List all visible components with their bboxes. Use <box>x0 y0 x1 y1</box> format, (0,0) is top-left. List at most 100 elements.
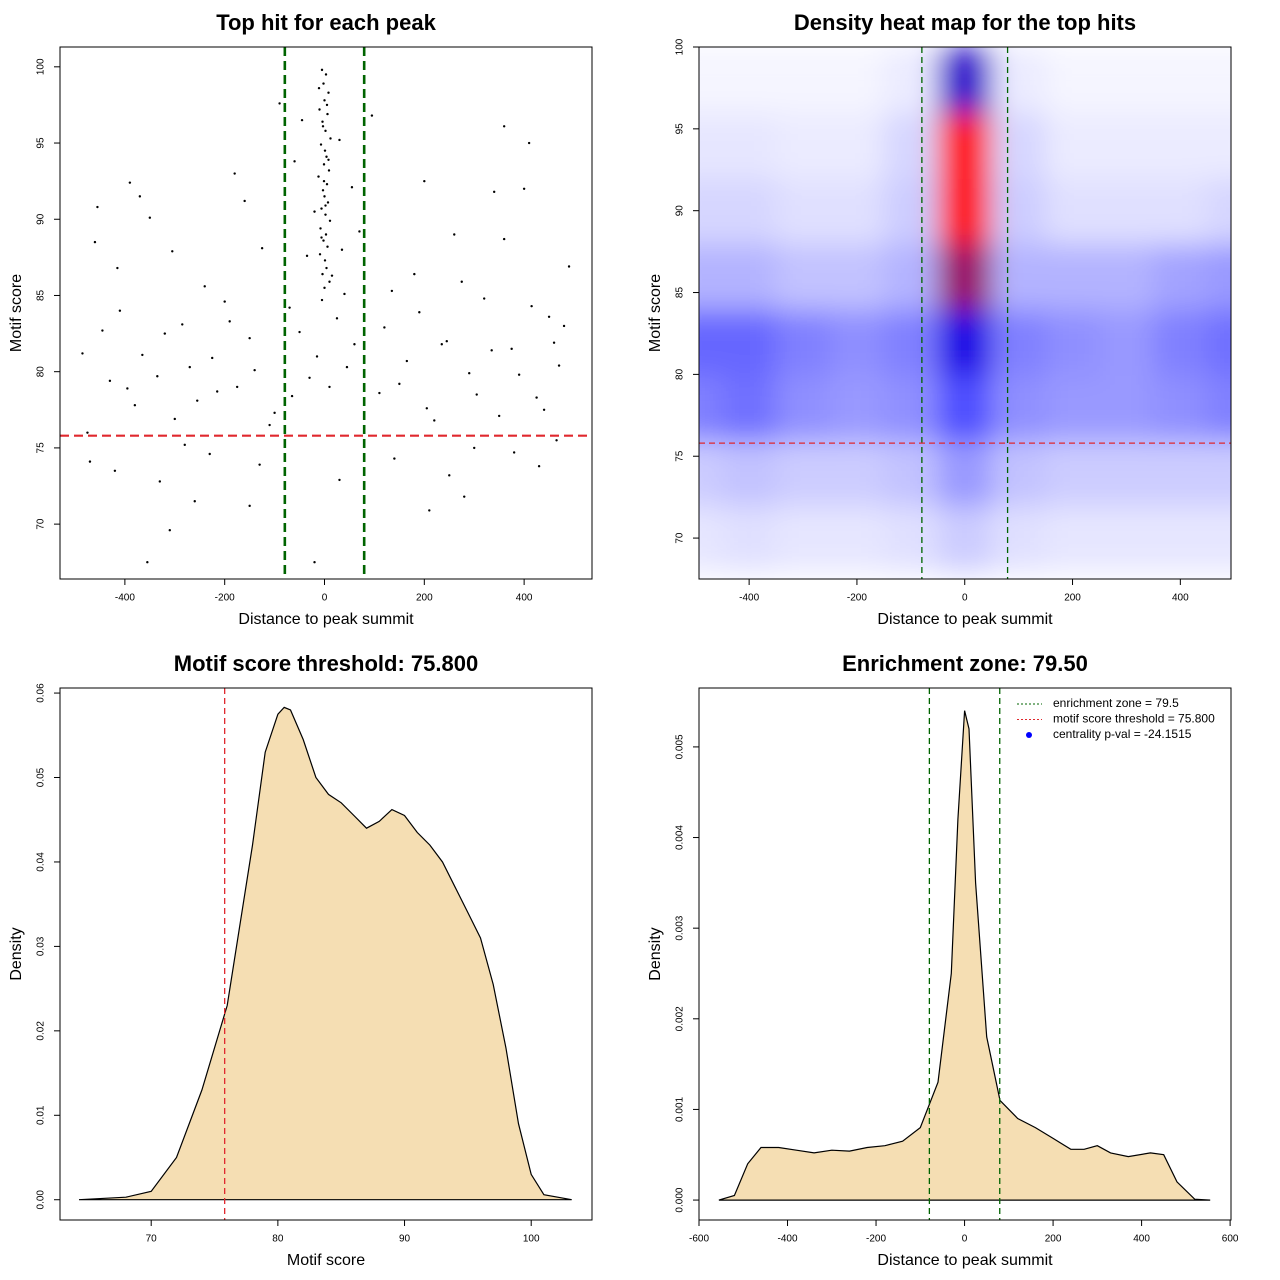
heat-cell <box>1207 308 1231 376</box>
point <box>93 240 97 244</box>
x-tick-label: 80 <box>272 1234 284 1245</box>
heat-cell <box>722 439 778 507</box>
heat-cell <box>699 177 724 245</box>
point <box>313 561 316 564</box>
heat-cell <box>1207 374 1231 441</box>
heat-cell <box>722 505 778 572</box>
plot-frame <box>59 46 593 580</box>
point <box>173 417 176 421</box>
point <box>223 300 226 303</box>
point <box>328 385 331 389</box>
heat-cell <box>776 47 831 114</box>
heat-cell <box>1045 374 1101 441</box>
point <box>537 464 541 468</box>
heat-cell <box>991 177 1047 245</box>
plot-area <box>699 47 1231 579</box>
point <box>235 385 239 389</box>
point <box>517 373 521 376</box>
point <box>273 411 276 415</box>
heat-cell <box>1153 112 1209 179</box>
point <box>321 120 324 123</box>
point <box>321 125 325 128</box>
x-tick-label: -200 <box>866 1234 886 1245</box>
point <box>319 227 322 230</box>
heat-cell <box>1099 505 1155 572</box>
y-tick-label: 0.02 <box>36 1021 47 1041</box>
point <box>325 182 329 186</box>
point <box>338 478 341 482</box>
y-tick-label: 0.05 <box>36 767 47 787</box>
point <box>288 306 291 309</box>
point <box>390 289 394 293</box>
heat-cell <box>1207 243 1231 310</box>
point <box>527 141 531 145</box>
point <box>320 68 324 72</box>
heat-cell <box>722 47 778 114</box>
y-tick-label: 80 <box>36 366 47 378</box>
heat-cell <box>937 374 993 441</box>
density-curve <box>718 710 1211 1201</box>
heatmap <box>699 47 1231 572</box>
point <box>260 247 264 250</box>
heat-cell <box>1099 439 1155 507</box>
point <box>567 265 571 268</box>
y-tick-label: 100 <box>36 58 47 75</box>
point <box>322 239 325 242</box>
heat-cell <box>937 47 993 114</box>
x-tick-label: 0 <box>962 1234 968 1245</box>
heat-cell <box>776 112 831 179</box>
point <box>183 443 186 447</box>
x-tick-label: -200 <box>215 593 235 604</box>
point <box>243 199 246 203</box>
plot-frame <box>698 687 1232 1221</box>
point <box>398 382 401 386</box>
heat-cell <box>883 112 939 179</box>
point <box>323 99 326 102</box>
point <box>326 245 329 248</box>
density-curve <box>78 706 572 1201</box>
point <box>318 253 322 256</box>
point <box>483 297 486 300</box>
point <box>208 452 211 456</box>
heat-cell <box>1207 177 1231 245</box>
point <box>128 181 132 184</box>
legend-label: motif score threshold = 75.800 <box>1053 712 1215 726</box>
x-axis-label: Distance to peak summit <box>877 1252 1053 1269</box>
point <box>138 195 142 198</box>
point <box>562 324 566 328</box>
y-axis-label: Density <box>8 927 25 980</box>
y-axis-label: Motif score <box>8 274 25 352</box>
y-tick-label: 70 <box>36 518 47 530</box>
legend-label: enrichment zone = 79.5 <box>1053 696 1179 710</box>
point <box>468 372 471 375</box>
point <box>453 233 456 236</box>
point <box>343 292 346 296</box>
heat-cell <box>883 505 939 572</box>
y-tick-label: 0.001 <box>675 1096 686 1121</box>
heat-cell <box>829 47 885 114</box>
heat-cell <box>776 374 831 441</box>
heat-cell <box>1045 505 1101 572</box>
heat-cell <box>829 439 885 507</box>
heat-cell <box>1099 374 1155 441</box>
heat-cell <box>829 112 885 179</box>
heat-cell <box>1153 243 1209 310</box>
y-tick-label: 0.002 <box>675 1006 686 1031</box>
heat-cell <box>1153 308 1209 376</box>
heat-cell <box>883 177 939 245</box>
point <box>81 352 84 355</box>
x-tick-label: 400 <box>1172 593 1189 604</box>
y-axis-label: Density <box>647 927 664 980</box>
heat-cell <box>991 505 1047 572</box>
heat-cell <box>1099 112 1155 179</box>
point <box>547 315 551 319</box>
point <box>393 457 396 460</box>
point <box>325 155 328 158</box>
point <box>293 160 296 163</box>
point <box>126 387 129 390</box>
x-tick-label: 70 <box>146 1234 158 1245</box>
heat-cell <box>883 308 939 376</box>
point <box>522 187 526 190</box>
y-tick-label: 95 <box>675 123 686 135</box>
point <box>490 349 493 352</box>
